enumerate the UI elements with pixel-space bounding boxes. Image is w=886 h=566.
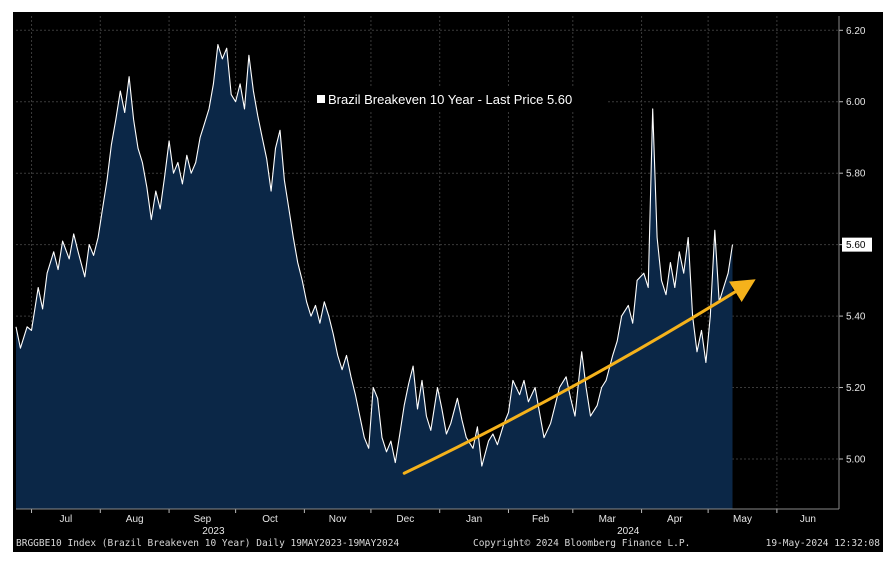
- annotations: [402, 279, 756, 475]
- year-label: 2024: [617, 526, 640, 536]
- x-tick-label: Oct: [262, 514, 278, 525]
- y-tick-label: 6.20: [846, 26, 866, 37]
- legend-box: [309, 86, 606, 112]
- trend-arrow: [402, 279, 756, 475]
- chart-footer: BRGGBE10 Index (Brazil Breakeven 10 Year…: [13, 536, 881, 552]
- x-tick-label: Mar: [599, 514, 617, 525]
- x-tick-label: Jan: [466, 514, 482, 525]
- footer-timestamp: 19-May-2024 12:32:08: [765, 538, 880, 549]
- plot-area: [15, 44, 734, 509]
- series-area: [16, 44, 733, 509]
- x-tick-label: Aug: [126, 514, 144, 525]
- y-tick-label: 5.00: [846, 454, 866, 465]
- legend: Brazil Breakeven 10 Year - Last Price 5.…: [309, 86, 606, 112]
- x-tick-label: Jun: [800, 514, 816, 525]
- last-price-label: 5.60: [846, 240, 866, 251]
- y-tick-label: 5.40: [846, 312, 866, 323]
- x-tick-label: Feb: [532, 514, 550, 525]
- x-tick-label: Sep: [193, 514, 211, 525]
- x-tick-label: Jul: [60, 514, 73, 525]
- x-tick-label: Apr: [667, 514, 683, 525]
- legend-label: Brazil Breakeven 10 Year - Last Price 5.…: [328, 92, 572, 107]
- y-tick-label: 5.20: [846, 383, 866, 394]
- x-tick-label: Nov: [329, 514, 347, 525]
- y-tick-label: 6.00: [846, 97, 866, 108]
- x-tick-label: May: [733, 514, 752, 525]
- x-tick-label: Dec: [396, 514, 414, 525]
- last-price-marker: [842, 237, 872, 252]
- series-line: [15, 44, 734, 467]
- y-tick-label: 5.80: [846, 169, 866, 180]
- footer-copyright: Copyright© 2024 Bloomberg Finance L.P.: [473, 538, 691, 549]
- chart-frame: 5.00 5.20 5.40 5.60 5.80 6.00 6.20 Jul Aug Sep Oct…: [13, 12, 883, 552]
- year-label: 2023: [202, 526, 225, 536]
- breakeven-chart: 5.00 5.20 5.40 5.60 5.80 6.00 6.20 Jul Aug Sep Oct…: [15, 16, 872, 536]
- footer-index-info: BRGGBE10 Index (Brazil Breakeven 10 Year…: [16, 538, 400, 549]
- legend-swatch: [317, 95, 325, 103]
- axes: 5.00 5.20 5.40 5.60 5.80 6.00 6.20 Jul Aug Sep Oct…: [16, 16, 872, 536]
